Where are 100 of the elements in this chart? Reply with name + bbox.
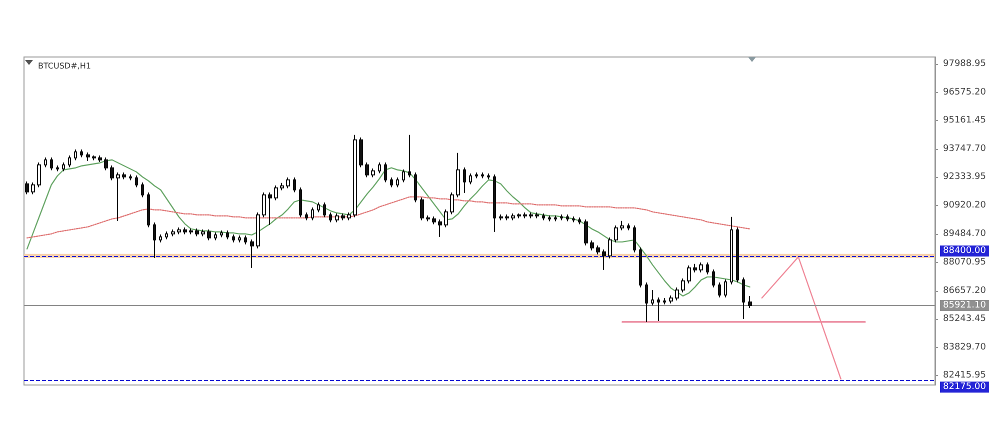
candlestick (165, 231, 168, 240)
candlestick (371, 168, 375, 178)
candlestick (736, 227, 739, 283)
candlestick (74, 148, 77, 161)
y-tick-label: 85243.45 (943, 314, 986, 324)
candlestick (511, 212, 515, 221)
candlestick (730, 216, 733, 285)
candlestick (122, 172, 126, 180)
candlestick (50, 156, 53, 171)
candlestick (129, 174, 132, 181)
candlestick (499, 214, 503, 221)
candlestick (286, 176, 290, 189)
candlestick (517, 212, 521, 219)
candlestick (31, 182, 35, 195)
candlestick (469, 172, 472, 185)
candlestick (414, 172, 417, 203)
candlestick (669, 295, 673, 304)
candlestick (220, 230, 223, 238)
candlestick (432, 216, 436, 225)
candlestick (189, 228, 193, 235)
candlestick (274, 184, 278, 201)
candlestick (293, 176, 296, 193)
candlestick (183, 227, 187, 235)
candlestick (584, 219, 588, 246)
y-tick-label: 89484.70 (943, 229, 986, 240)
y-tick-label: 95161.45 (943, 116, 986, 126)
candlestick (402, 168, 405, 183)
candlestick (390, 176, 393, 188)
candlestick (444, 208, 448, 228)
candlestick (633, 225, 636, 253)
candlestick (341, 212, 345, 221)
candlestick (135, 174, 138, 188)
candlestick (712, 269, 715, 288)
candlestick (748, 295, 752, 308)
candlestick (80, 148, 83, 158)
candlestick (195, 228, 199, 237)
candlestick (299, 186, 302, 218)
candlestick (311, 206, 314, 221)
candlestick (693, 263, 697, 273)
candlestick (542, 212, 545, 221)
candlestick (675, 287, 679, 301)
candlestick (238, 235, 241, 243)
candlestick (262, 192, 266, 218)
candlestick (201, 229, 205, 237)
y-tick-label: 88070.95 (943, 258, 986, 268)
candlestick (681, 278, 685, 293)
y-tick-label: 97988.95 (943, 59, 986, 70)
candlestick (86, 152, 90, 162)
candlestick (602, 249, 606, 270)
candlestick (384, 162, 387, 183)
y-tick-label: 83829.70 (943, 342, 986, 352)
candlestick (450, 192, 454, 215)
candlestick (566, 214, 569, 222)
candlestick (420, 196, 424, 221)
line-series (26, 159, 750, 297)
candlestick (614, 225, 618, 243)
candlestick (347, 212, 351, 221)
candlestick (147, 192, 150, 228)
candlestick (456, 152, 460, 198)
candlestick (493, 174, 496, 232)
candlestick (159, 234, 162, 243)
candlestick (718, 282, 721, 298)
candlestick (645, 282, 648, 322)
candlestick (177, 227, 181, 235)
candlestick (335, 212, 339, 223)
candlestick (116, 172, 120, 222)
candlestick (62, 162, 65, 172)
candlestick (657, 297, 660, 322)
candlestick (463, 166, 466, 194)
candlestick (110, 164, 114, 181)
candlestick (535, 212, 539, 219)
candlestick (663, 297, 666, 305)
line-series (26, 196, 750, 239)
candlestick (396, 176, 399, 188)
candlestick (481, 172, 484, 179)
candlestick (505, 214, 509, 221)
y-tick-label: 90920.20 (943, 200, 986, 210)
candlestick (171, 229, 175, 237)
candlestick (475, 172, 478, 179)
candlestick (250, 239, 254, 268)
candlestick (627, 223, 630, 231)
candlestick (256, 212, 260, 249)
ref-line-label: 85921.10 (943, 300, 986, 311)
candlestick (104, 156, 108, 171)
candlestick (141, 182, 144, 198)
candlestick (317, 202, 320, 213)
candlestick (596, 245, 600, 255)
candlestick (365, 162, 369, 178)
candlestick (620, 220, 624, 231)
ref-line-label: 82175.00 (943, 382, 986, 392)
candlestick (323, 202, 326, 218)
candlestick (56, 164, 59, 172)
candlestick (651, 289, 654, 306)
candlestick (359, 136, 363, 168)
candlestick (487, 172, 490, 180)
candlestick (226, 230, 229, 240)
y-tick-label: 96575.20 (943, 87, 986, 98)
candlestick (44, 156, 47, 168)
candlestick (214, 232, 217, 241)
candlestick (608, 237, 612, 259)
